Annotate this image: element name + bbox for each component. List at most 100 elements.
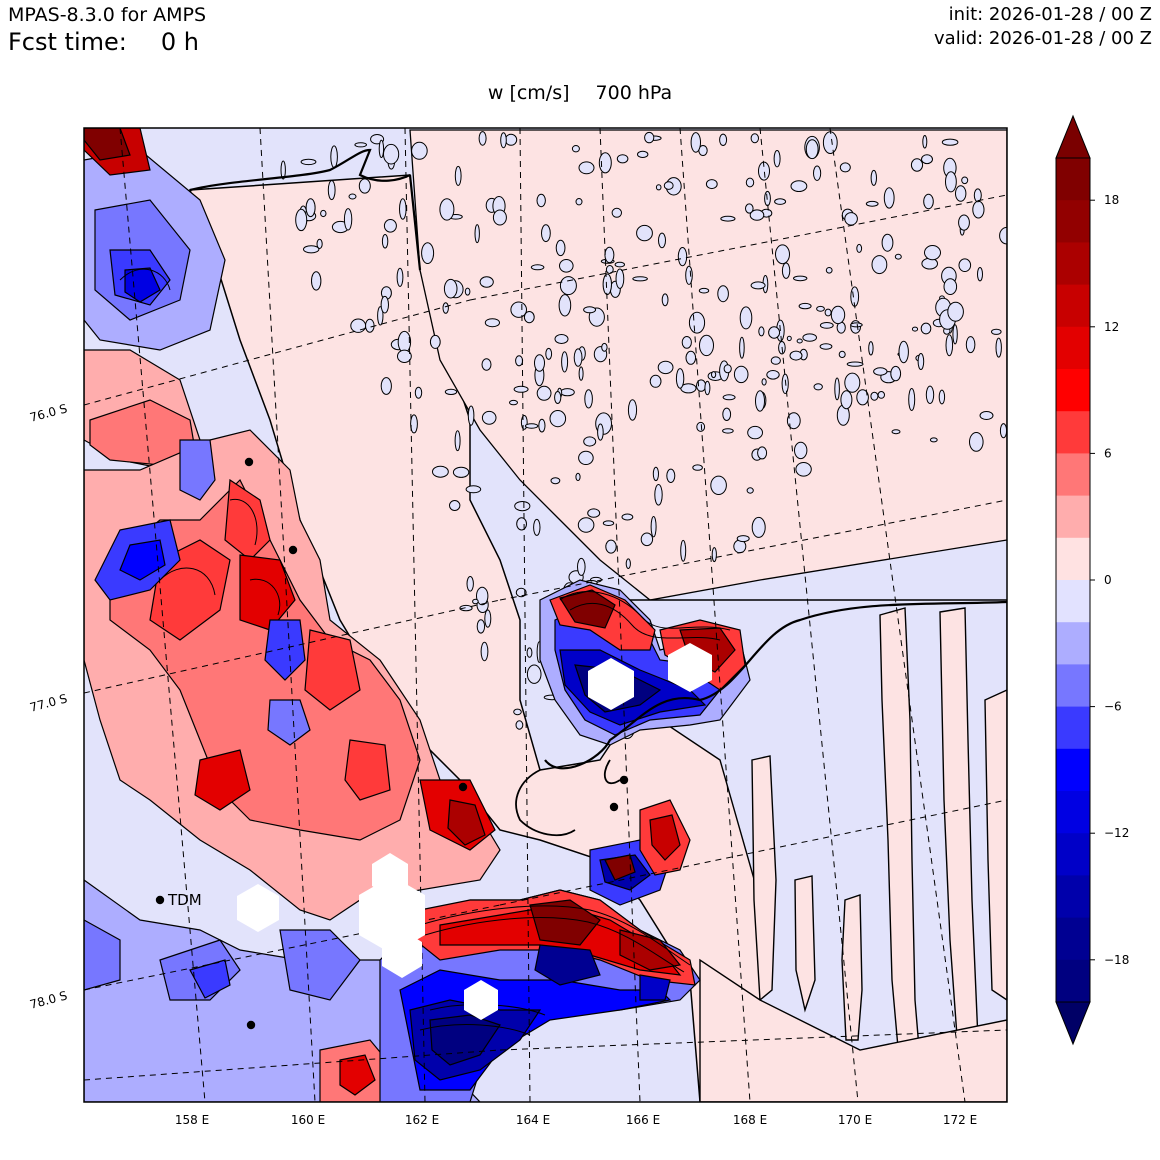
speckle — [688, 311, 706, 334]
colorbar-cell — [1056, 537, 1090, 581]
speckle — [922, 135, 928, 149]
speckle — [871, 255, 888, 275]
speckle — [816, 305, 825, 312]
speckle — [380, 377, 392, 395]
coastline-ross-island — [515, 759, 621, 837]
station-label-tdm: TDM — [167, 891, 202, 909]
speckle — [538, 418, 546, 433]
speckle — [472, 598, 479, 605]
map-panel: TDM — [84, 128, 1007, 1102]
colorbar-cell — [1056, 664, 1090, 708]
speckle — [637, 150, 649, 158]
speckle — [924, 245, 941, 261]
speckle — [958, 258, 972, 273]
speckle — [770, 356, 781, 365]
colorbar: 18 12 6 0 −6 −12 −18 — [1055, 114, 1129, 1046]
speckle — [601, 342, 608, 352]
speckle — [573, 348, 583, 367]
speckle — [399, 198, 407, 220]
speckle — [873, 367, 888, 376]
speckle — [945, 334, 954, 357]
colorbar-cell — [1056, 284, 1090, 328]
speckle — [723, 364, 732, 374]
speckle — [717, 285, 729, 303]
speckle — [545, 347, 553, 360]
speckle — [559, 276, 577, 296]
speckle — [524, 423, 539, 429]
speckle — [330, 145, 338, 168]
speckle — [515, 355, 524, 367]
speckle — [348, 193, 357, 200]
speckle — [850, 322, 863, 328]
speckle — [583, 306, 597, 314]
speckle — [663, 181, 674, 190]
speckle — [513, 385, 529, 393]
speckle — [383, 219, 397, 233]
speckle — [515, 587, 527, 598]
fcst-value: 0 h — [160, 28, 199, 56]
speckle — [549, 410, 567, 428]
speckle — [523, 311, 535, 324]
speckle — [383, 143, 400, 165]
speckle — [414, 386, 423, 399]
speckle — [378, 139, 385, 158]
speckle — [698, 287, 710, 294]
speckle — [675, 368, 685, 389]
speckle — [561, 351, 569, 373]
speckle — [481, 358, 492, 371]
colorbar-cell — [1056, 326, 1090, 370]
speckle — [550, 477, 561, 485]
speckle — [704, 380, 711, 396]
speckle — [480, 641, 489, 662]
speckle — [654, 484, 663, 506]
speckle — [786, 335, 792, 342]
speckle — [484, 318, 500, 328]
speckle — [530, 264, 545, 271]
speckle — [534, 354, 545, 372]
speckle — [822, 131, 838, 155]
speckle — [381, 234, 389, 249]
speckle — [824, 308, 832, 317]
speckle — [300, 158, 317, 166]
speckle — [466, 576, 474, 592]
speckle — [733, 365, 749, 384]
speckle — [925, 385, 935, 404]
speckle — [526, 647, 533, 658]
lat-label: 76.0 S — [28, 401, 68, 424]
speckle — [883, 187, 895, 209]
speckle-contours — [280, 131, 1007, 740]
speckle — [781, 262, 791, 279]
speckle — [699, 334, 714, 357]
speckle — [467, 405, 475, 426]
speckle — [614, 261, 625, 268]
colorbar-cell — [1056, 495, 1090, 539]
speckle — [481, 410, 497, 425]
colorbar-cell — [1056, 200, 1090, 243]
speckle — [515, 720, 524, 730]
speckle — [865, 200, 879, 207]
speckle — [560, 388, 575, 397]
lon-label: 164 E — [516, 1113, 550, 1127]
speckle — [830, 305, 846, 325]
speckle — [514, 501, 531, 512]
speckle — [834, 377, 840, 401]
speckle — [504, 133, 518, 146]
field-name: w [cm/s] — [487, 82, 570, 104]
speckle — [516, 517, 527, 531]
colorbar-tick-label: −18 — [1104, 953, 1129, 967]
lon-label: 158 E — [175, 1113, 209, 1127]
speckle — [844, 212, 858, 226]
lat-label: 77.0 S — [28, 691, 68, 714]
speckle — [411, 141, 428, 160]
speckle — [429, 334, 441, 349]
speckle — [459, 604, 473, 612]
colorbar-cell — [1056, 369, 1090, 412]
speckle — [478, 131, 487, 146]
speckle — [432, 465, 449, 478]
speckle — [636, 224, 653, 242]
speckle — [802, 333, 818, 342]
speckle — [474, 224, 480, 244]
speckle — [920, 322, 932, 335]
speckle — [705, 179, 718, 190]
